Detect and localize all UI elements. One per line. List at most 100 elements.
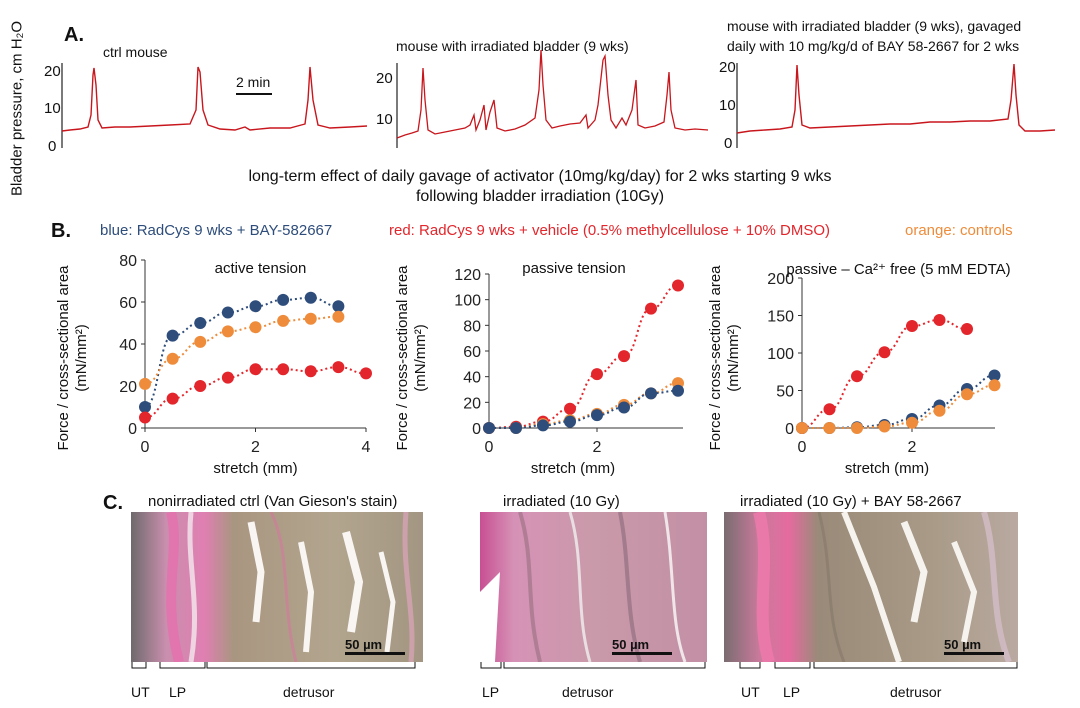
bracket-ut-3 [739,662,761,669]
chart-2-point-red [618,350,630,363]
region-lp-3: LP [783,684,801,700]
chart-1-point-red [304,365,317,378]
chart-3-point-orange [961,388,973,401]
chart-1-ytick-label: 80 [119,253,137,270]
chart-2-point-red [645,302,657,315]
trace-2-title: mouse with irradiated bladder (9 wks) [396,38,629,54]
chart-1-xtick-label: 2 [251,439,260,456]
histology-image-ctrl [131,512,423,662]
panel-a-letter: A. [64,24,84,46]
chart-1-point-orange [304,312,317,325]
chart-1-ytick-label: 40 [119,337,137,354]
bracket-detrusor-1 [206,662,416,669]
chart-1-point-red [277,363,290,376]
chart-1-point-red [360,367,372,380]
region-detrusor-2: detrusor [562,684,614,700]
bracket-lp-3 [774,662,811,669]
bracket-lp-2 [480,662,502,669]
panel-a-traces: 20 10 0 20 10 20 10 0 [44,49,1056,155]
time-scale-label: 2 min [236,74,271,90]
chart-3-point-orange [851,422,863,434]
chart-1-point-red [221,371,234,384]
region-detrusor-1: detrusor [283,684,335,700]
chart-3-point-orange [823,422,836,434]
chart-1-point-orange [166,352,179,365]
chart-1-point-orange [249,321,262,334]
chart-3-ytick-label: 50 [776,384,794,401]
trace-2-ytick: 10 [376,111,393,128]
panel-a-caption-line2: following bladder irradiation (10Gy) [415,188,665,205]
chart-2-ytick-label: 60 [463,344,481,361]
panel-a-caption-line1: long-term effect of daily gavage of acti… [248,168,832,185]
chart-2-ytick-label: 120 [454,267,481,284]
chart-3-point-blue [988,369,1001,382]
chart-2-xtick-label: 0 [485,439,494,456]
chart-3-point-orange [988,379,1001,392]
chart-2-ytick-label: 20 [463,395,481,412]
chart-2-point-blue [564,415,576,428]
trace-1-ytick: 10 [44,100,61,117]
trace-2-line [396,49,709,139]
chart-1-point-red [139,411,151,424]
trace-1-ytick: 0 [48,138,56,155]
chart-1-point-orange [221,325,234,338]
trace-3-ytick: 20 [719,59,736,76]
histo-3-title: irradiated (10 Gy) + BAY 58-2667 [740,493,962,510]
trace-3-ytick: 10 [719,97,736,114]
chart-2-point-blue [537,419,549,432]
chart-2-title: passive tension [522,260,625,277]
chart-1-xlabel: stretch (mm) [213,460,297,477]
chart-3-ytick-label: 0 [785,421,794,438]
chart-3-point-red [933,314,946,326]
chart-2-point-red [672,279,684,292]
chart-1-point-orange [277,314,290,327]
chart-3-point-orange [796,422,808,434]
trace-2-ytick: 20 [376,70,393,87]
chart-2-xtick-label: 2 [593,439,602,456]
chart-3-point-red [906,320,918,332]
chart-2-ytick-label: 80 [463,318,481,335]
trace-3-title-line1: mouse with irradiated bladder (9 wks), g… [727,18,1022,34]
chart-1-point-orange [194,335,207,348]
bracket-lp-1 [159,662,206,669]
trace-1-ytick: 20 [44,63,61,80]
chart-2-ytick-label: 40 [463,370,481,387]
chart-3-xtick-label: 0 [798,439,807,456]
bracket-detrusor-3 [813,662,1018,669]
chart-1-point-blue [332,300,345,313]
chart-1-title: active tension [215,260,307,277]
histology-image-irradiated [480,512,707,662]
chart-2-point-blue [645,387,657,400]
chart-1-xtick-label: 0 [141,439,150,456]
region-ut-1: UT [131,684,150,700]
chart-2-ytick-label: 100 [454,293,481,310]
chart-1-ytick-label: 20 [119,379,137,396]
histo-1-title: nonirradiated ctrl (Van Gieson's stain) [148,493,398,510]
bracket-detrusor-2 [503,662,706,669]
chart-1-point-blue [304,291,317,304]
chart-1-ytick-label: 60 [119,295,137,312]
chart-2-point-blue [672,384,684,397]
chart-2-point-blue [618,401,630,414]
legend-blue: blue: RadCys 9 wks + BAY-582667 [100,222,333,239]
chart-1-point-red [194,380,207,392]
region-detrusor-3: detrusor [890,684,942,700]
bracket-ut-1 [131,662,147,669]
trace-3-title-line2: daily with 10 mg/kg/d of BAY 58-2667 for… [727,38,1020,54]
region-lp-1: LP [169,684,187,700]
chart-3-ytick-label: 100 [767,346,794,363]
chart-2-point-red [564,402,576,415]
histo-1-scale: 50 µm [345,637,405,655]
region-brackets [131,662,1018,669]
chart-1-point-blue [277,293,290,306]
chart-3-point-orange [906,416,918,429]
chart-2-xlabel: stretch (mm) [531,460,615,477]
chart-1-xtick-label: 4 [362,439,371,456]
chart-3-point-red [878,346,891,359]
histo-3-scale: 50 µm [944,637,1004,655]
chart-1-point-red [166,392,179,405]
chart-2-ytick-label: 0 [472,421,481,438]
chart-1-point-red [249,363,262,376]
region-ut-3: UT [741,684,760,700]
